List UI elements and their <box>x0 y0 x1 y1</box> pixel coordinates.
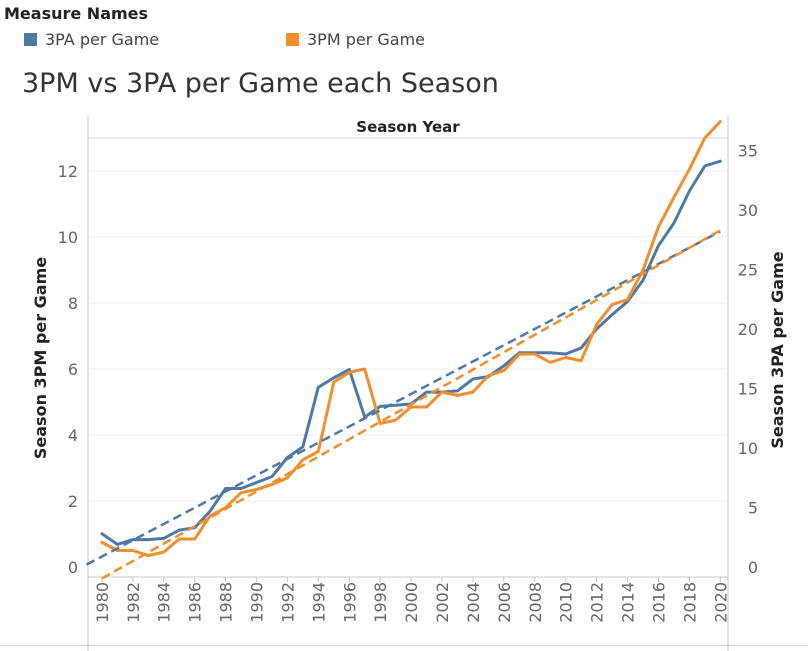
left-axis-ticks: 0 2 4 6 8 10 12 <box>58 162 78 577</box>
bottom-divider <box>0 645 808 646</box>
right-tick-label: 20 <box>738 320 758 339</box>
left-tick-label: 4 <box>68 426 78 445</box>
right-axis-ticks: 0 5 10 15 20 25 30 35 <box>738 142 758 578</box>
legend-label-3pm: 3PM per Game <box>307 30 426 49</box>
legend-item-3pm[interactable]: 3PM per Game <box>286 30 425 49</box>
right-tick-label: 35 <box>738 142 758 161</box>
x-tick-label: 2010 <box>557 582 576 623</box>
series-lines <box>85 120 722 580</box>
x-tick-label: 1982 <box>124 582 143 623</box>
right-tick-label: 15 <box>738 380 758 399</box>
x-tick-label: 1980 <box>93 582 112 623</box>
x-tick-label: 1996 <box>340 582 359 623</box>
x-axis-ticks: 1980 1982 1984 1986 1988 1990 1992 1994 1996 1998… <box>93 577 730 623</box>
x-tick-label: 1992 <box>278 582 297 623</box>
y-axis-label-left: Season 3PM per Game <box>31 257 50 459</box>
right-tick-label: 0 <box>748 558 758 577</box>
x-tick-label: 2016 <box>649 582 668 623</box>
x-tick-label: 1998 <box>371 582 390 623</box>
y-axis-label-right: Season 3PA per Game <box>768 251 787 448</box>
x-tick-label: 2006 <box>495 582 514 623</box>
legend-title: Measure Names <box>4 4 149 23</box>
x-tick-label: 2004 <box>464 582 483 623</box>
x-tick-label: 1986 <box>186 582 205 623</box>
x-tick-label: 1988 <box>217 582 236 623</box>
x-tick-label: 2018 <box>680 582 699 623</box>
right-tick-label: 5 <box>748 499 758 518</box>
left-tick-label: 8 <box>68 294 78 313</box>
x-tick-label: 2014 <box>619 582 638 623</box>
series-line-3pa-per-game-trend <box>85 230 721 566</box>
x-tick-label: 1990 <box>248 582 267 623</box>
series-line-3pa-per-game <box>100 159 722 546</box>
x-tick-label: 1984 <box>155 582 174 623</box>
x-tick-label: 2000 <box>402 582 421 623</box>
left-tick-label: 12 <box>58 162 78 181</box>
right-tick-label: 25 <box>738 261 758 280</box>
series-line-3pm-per-game-trend <box>101 229 721 580</box>
x-tick-label: 2012 <box>588 582 607 623</box>
x-tick-label: 2020 <box>711 582 730 623</box>
left-tick-label: 10 <box>58 228 78 247</box>
left-tick-label: 6 <box>68 360 78 379</box>
right-tick-label: 30 <box>738 201 758 220</box>
legend-item-3pa[interactable]: 3PA per Game <box>24 30 159 49</box>
x-tick-label: 2008 <box>526 582 545 623</box>
right-tick-label: 10 <box>738 439 758 458</box>
x-axis-header: Season Year <box>356 118 460 136</box>
legend-label-3pa: 3PA per Game <box>45 30 160 49</box>
legend-swatch-3pm <box>286 33 299 46</box>
chart-frame <box>87 116 729 651</box>
legend-swatch-3pa <box>24 33 37 46</box>
series-line-3pm-per-game <box>100 120 722 557</box>
x-tick-label: 2002 <box>433 582 452 623</box>
chart-title: 3PM vs 3PA per Game each Season <box>22 68 499 99</box>
gridlines <box>88 170 728 502</box>
left-tick-label: 0 <box>68 558 78 577</box>
left-tick-label: 2 <box>68 492 78 511</box>
x-tick-label: 1994 <box>309 582 328 623</box>
